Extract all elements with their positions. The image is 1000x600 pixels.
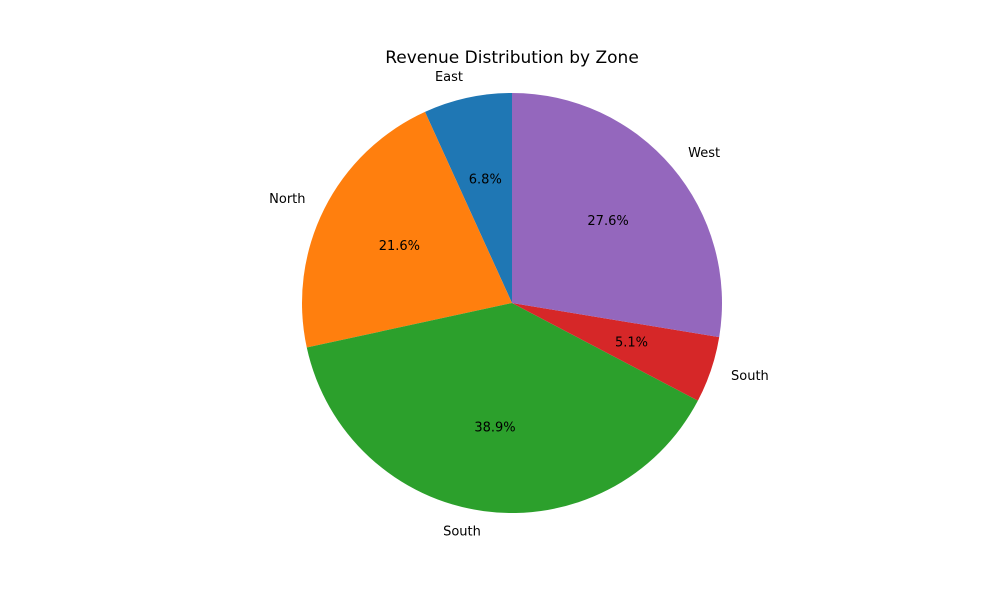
pie-slices (301, 93, 722, 514)
pie-slice-1 (424, 93, 512, 303)
slice-label-4: South (731, 369, 769, 384)
slice-label-3: South (443, 524, 481, 539)
slice-label-5: West (688, 146, 720, 161)
slice-label-1: East (435, 70, 463, 85)
slice-percent-1: 6.8% (469, 172, 502, 187)
pie-labels: East 6.8% North 21.6% South 38.9% South 5.1% Wes… (269, 70, 769, 540)
chart-title: Revenue Distribution by Zone (385, 48, 639, 68)
slice-percent-3: 38.9% (474, 420, 515, 435)
slice-percent-2: 21.6% (379, 239, 420, 254)
slice-percent-5: 27.6% (587, 214, 628, 229)
slice-label-2: North (269, 192, 305, 207)
pie-slice-3 (306, 303, 698, 514)
slice-percent-4: 5.1% (615, 336, 648, 351)
pie-slice-2 (301, 111, 512, 348)
pie-slice-5 (512, 93, 722, 338)
pie-slice-4 (512, 303, 720, 401)
